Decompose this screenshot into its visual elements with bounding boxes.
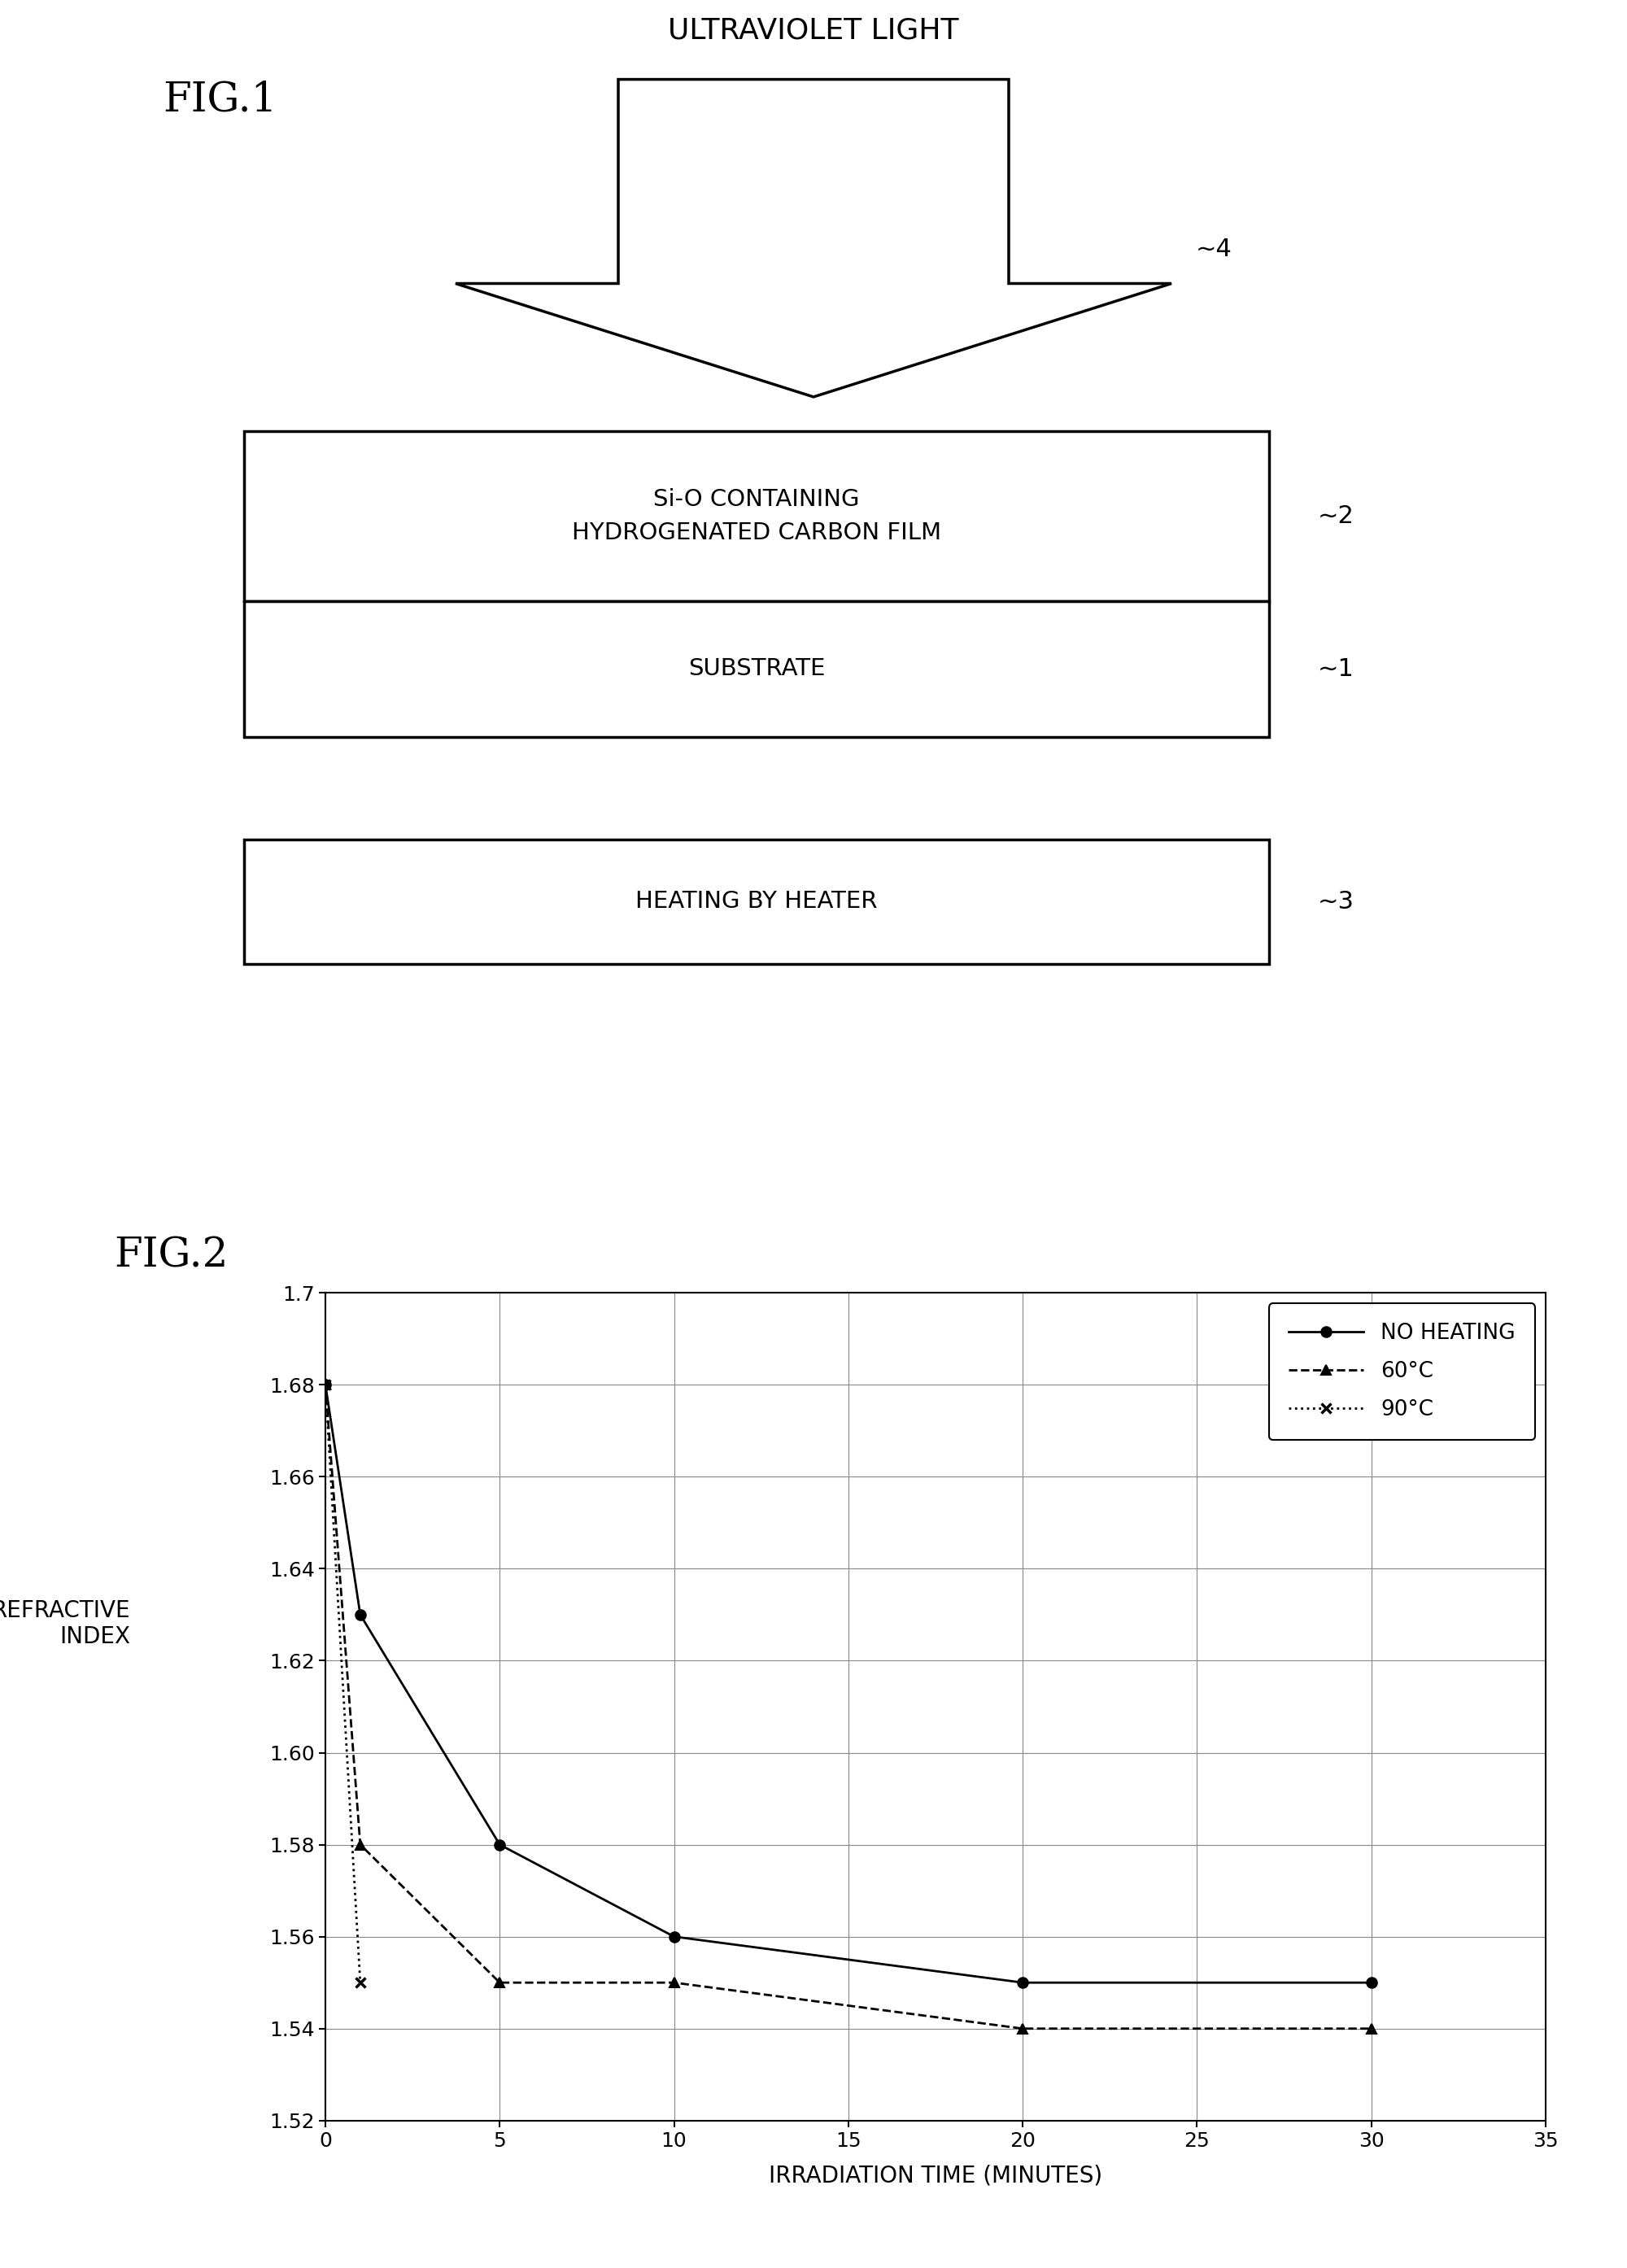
60°C	[316, 1372, 335, 1399]
90°C	[316, 1372, 335, 1399]
Y-axis label: REFRACTIVE
INDEX: REFRACTIVE INDEX	[0, 1599, 130, 1649]
Bar	[244, 839, 1269, 964]
60°C	[490, 1969, 509, 1996]
Polygon shape	[456, 79, 1171, 397]
NO HEATING	[350, 1601, 369, 1628]
Line: 60°C: 60°C	[321, 1379, 1376, 2034]
Text: FIG.1: FIG.1	[163, 79, 277, 120]
Text: ULTRAVIOLET LIGHT: ULTRAVIOLET LIGHT	[669, 16, 958, 45]
Text: FIG.2: FIG.2	[114, 1236, 228, 1277]
Bar	[244, 431, 1269, 601]
NO HEATING	[490, 1830, 509, 1857]
60°C	[1014, 2014, 1033, 2041]
60°C	[1362, 2014, 1381, 2041]
NO HEATING	[1014, 1969, 1033, 1996]
Text: SUBSTRATE: SUBSTRATE	[688, 658, 825, 680]
Bar	[244, 601, 1269, 737]
X-axis label: IRRADIATION TIME (MINUTES): IRRADIATION TIME (MINUTES)	[768, 2164, 1103, 2186]
Text: ~4: ~4	[1196, 238, 1232, 261]
60°C	[664, 1969, 683, 1996]
Text: Si-O CONTAINING
HYDROGENATED CARBON FILM: Si-O CONTAINING HYDROGENATED CARBON FILM	[571, 488, 942, 544]
NO HEATING	[316, 1372, 335, 1399]
Text: ~2: ~2	[1318, 503, 1354, 528]
NO HEATING	[664, 1923, 683, 1950]
Line: NO HEATING: NO HEATING	[321, 1379, 1376, 1987]
Legend: NO HEATING, 60°C, 90°C: NO HEATING, 60°C, 90°C	[1269, 1304, 1534, 1440]
Text: HEATING BY HEATER: HEATING BY HEATER	[636, 889, 877, 914]
90°C	[350, 1969, 369, 1996]
60°C	[350, 1830, 369, 1857]
Text: ~3: ~3	[1318, 889, 1354, 914]
Line: 90°C: 90°C	[321, 1379, 366, 1987]
NO HEATING	[1362, 1969, 1381, 1996]
Text: ~1: ~1	[1318, 658, 1354, 680]
